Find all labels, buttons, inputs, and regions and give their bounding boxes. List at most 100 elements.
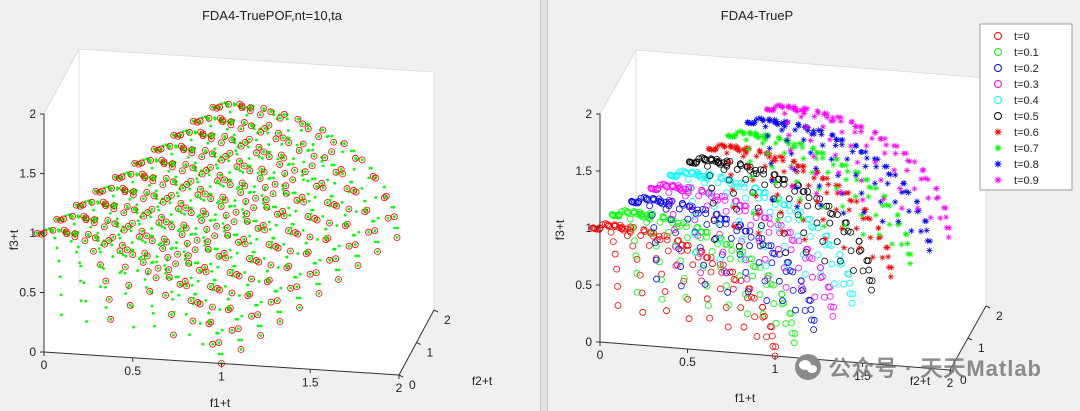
data-point xyxy=(866,184,873,191)
data-point xyxy=(697,269,705,277)
data-point xyxy=(684,215,692,223)
data-point xyxy=(180,201,184,205)
data-point xyxy=(715,142,722,149)
data-point xyxy=(220,328,224,332)
data-point xyxy=(829,114,836,121)
data-point xyxy=(830,161,837,168)
data-point xyxy=(709,199,717,207)
data-point xyxy=(761,243,769,250)
data-point xyxy=(229,255,233,259)
data-point xyxy=(319,126,327,134)
data-point xyxy=(265,121,273,129)
data-point xyxy=(756,115,763,122)
data-point xyxy=(618,225,626,233)
data-point xyxy=(123,246,131,254)
data-point xyxy=(267,155,271,159)
data-point xyxy=(764,150,771,157)
data-point xyxy=(219,193,227,201)
data-point xyxy=(237,142,245,150)
data-point xyxy=(155,159,159,162)
data-point xyxy=(131,159,139,167)
data-point xyxy=(640,226,648,234)
data-point xyxy=(775,224,783,232)
data-point xyxy=(791,330,799,337)
data-point xyxy=(88,200,92,203)
data-point xyxy=(731,221,739,229)
data-point xyxy=(236,100,244,108)
data-point xyxy=(194,232,198,236)
data-point xyxy=(781,150,788,157)
data-point xyxy=(143,257,146,261)
data-point xyxy=(718,141,725,148)
data-point xyxy=(380,194,388,202)
data-point xyxy=(847,143,854,150)
data-point xyxy=(209,303,216,311)
data-point xyxy=(374,248,381,255)
legend-marker xyxy=(994,80,1002,88)
data-point xyxy=(159,181,167,189)
data-point xyxy=(196,193,200,197)
data-point xyxy=(153,176,156,180)
data-point xyxy=(92,219,96,223)
data-point xyxy=(246,290,254,298)
data-point xyxy=(203,265,207,269)
data-point xyxy=(229,121,232,125)
data-point xyxy=(237,346,245,353)
data-point xyxy=(189,211,193,215)
data-point xyxy=(746,242,754,249)
data-point xyxy=(145,190,149,194)
window-splitter[interactable] xyxy=(540,0,548,411)
data-point xyxy=(825,202,833,210)
data-point xyxy=(723,157,731,165)
data-point xyxy=(155,260,159,264)
data-point xyxy=(805,194,813,202)
data-point xyxy=(731,133,738,140)
data-point xyxy=(256,111,264,119)
legend-label: t=0.4 xyxy=(1014,95,1039,107)
data-point xyxy=(832,155,839,162)
data-point xyxy=(315,290,323,297)
data-point xyxy=(796,140,803,147)
data-point xyxy=(128,197,132,201)
data-point xyxy=(216,201,219,205)
data-point xyxy=(695,209,702,217)
data-point xyxy=(181,277,189,285)
data-point xyxy=(203,243,207,247)
data-point xyxy=(634,199,642,207)
data-point xyxy=(227,305,230,309)
data-point xyxy=(291,191,295,195)
data-point xyxy=(209,165,212,169)
data-point xyxy=(77,215,81,218)
data-point xyxy=(189,317,197,325)
data-point xyxy=(884,180,891,187)
data-point xyxy=(110,202,118,210)
data-point xyxy=(289,226,293,230)
data-point xyxy=(804,188,812,195)
data-point xyxy=(234,210,238,214)
data-point xyxy=(213,278,217,282)
data-point xyxy=(880,196,887,203)
data-point xyxy=(174,132,182,140)
data-point xyxy=(165,273,173,281)
data-point xyxy=(269,190,277,198)
x-axis-label: f1+t xyxy=(210,396,231,410)
data-point xyxy=(284,191,288,195)
data-point xyxy=(772,179,779,186)
data-point xyxy=(306,192,310,196)
data-point xyxy=(766,117,773,124)
data-point xyxy=(315,133,323,140)
data-point xyxy=(337,244,341,248)
data-point xyxy=(194,292,198,296)
data-point xyxy=(276,157,280,161)
data-point xyxy=(722,220,730,228)
data-point xyxy=(386,216,390,220)
data-point xyxy=(742,148,749,155)
data-point xyxy=(297,149,301,152)
data-point xyxy=(772,157,779,164)
data-point xyxy=(317,135,321,138)
data-point xyxy=(135,203,139,207)
legend-label: t=0.8 xyxy=(1014,159,1039,171)
data-point xyxy=(204,245,212,253)
chart-left[interactable]: FDA4-TruePOF,nt=10,ta0 0.5 1 1.5 2 01200.511.… xyxy=(0,0,538,411)
